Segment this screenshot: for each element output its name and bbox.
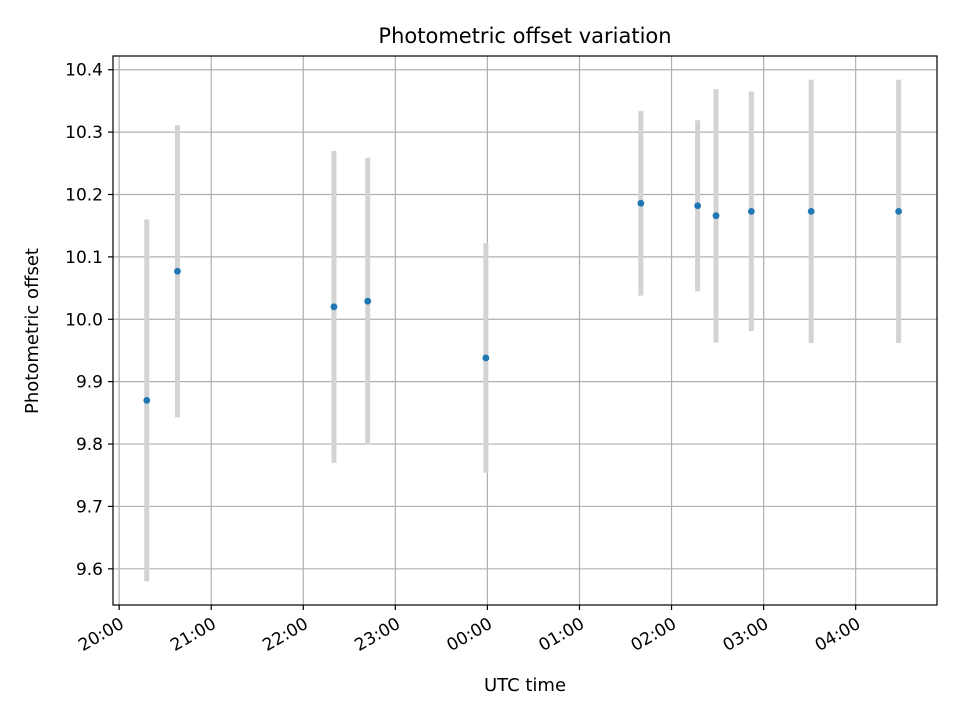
- data-point: [143, 396, 151, 404]
- x-tick-label: 23:00: [351, 614, 403, 656]
- chart-title: Photometric offset variation: [378, 24, 671, 48]
- y-tick-label: 10.3: [65, 123, 103, 143]
- x-tick-label: 22:00: [259, 614, 311, 656]
- y-tick-label: 10.4: [65, 61, 103, 81]
- x-axis-title: UTC time: [484, 675, 566, 696]
- x-tick-label: 04:00: [812, 614, 864, 656]
- data-point: [747, 207, 755, 215]
- y-tick-label: 10.2: [65, 185, 103, 205]
- data-points: [143, 199, 903, 404]
- x-tick-label: 03:00: [720, 614, 772, 656]
- x-tick-label: 21:00: [167, 614, 219, 656]
- y-tick-label: 10.0: [65, 310, 103, 330]
- data-point: [712, 212, 720, 220]
- x-tick-label: 01:00: [536, 614, 588, 656]
- y-tick-label: 10.1: [65, 248, 103, 268]
- data-point: [694, 202, 702, 210]
- data-point: [330, 303, 338, 311]
- y-tick-label: 9.8: [76, 435, 103, 455]
- plot-frame: [112, 55, 938, 606]
- data-point: [895, 207, 903, 215]
- y-tick-label: 9.6: [76, 560, 103, 580]
- y-tick-label: 9.7: [76, 497, 103, 517]
- data-point: [174, 267, 181, 275]
- y-tick-label: 9.9: [76, 373, 103, 393]
- data-point: [637, 199, 645, 207]
- ticks: 20:00 21:00 22:00 23:00 00:00 01:00 02:00 03:00…: [65, 61, 864, 656]
- y-axis-title: Photometric offset: [22, 248, 43, 414]
- grid: [113, 56, 937, 605]
- x-tick-label: 20:00: [75, 614, 127, 656]
- data-point: [364, 297, 372, 305]
- x-tick-label: 02:00: [628, 614, 680, 656]
- data-point: [482, 354, 490, 362]
- x-tick-label: 00:00: [443, 614, 495, 656]
- data-point: [807, 207, 815, 215]
